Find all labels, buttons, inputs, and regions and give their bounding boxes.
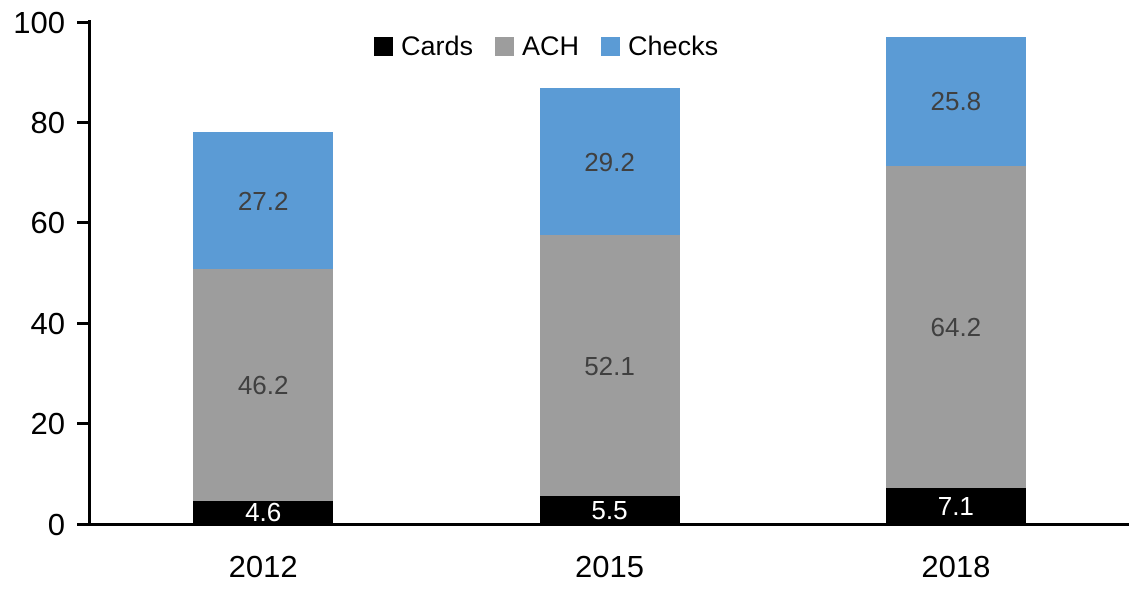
bar-value-label-ach-2018: 64.2	[930, 312, 982, 343]
bar-segment-cards-2012	[193, 500, 334, 524]
y-axis-line	[88, 20, 91, 526]
legend-swatch-ach	[495, 37, 515, 56]
x-category-label-2018: 2018	[921, 549, 991, 584]
legend-item-checks: Checks	[601, 33, 718, 60]
y-tick	[77, 120, 89, 124]
bar-value-label-ach-2012: 46.2	[237, 369, 289, 400]
bar-value-label-cards-2012: 4.6	[245, 497, 282, 528]
y-tick	[77, 221, 89, 225]
y-tick-label: 100	[13, 4, 65, 40]
y-tick-label: 80	[30, 104, 65, 140]
legend-swatch-checks	[601, 37, 621, 56]
bar-segment-ach-2015	[539, 234, 680, 497]
x-category-label-2015: 2015	[575, 549, 644, 584]
legend-swatch-cards	[374, 37, 393, 56]
y-tick-label: 20	[30, 406, 65, 442]
y-tick	[77, 321, 89, 325]
bar-segment-checks-2012	[193, 132, 334, 269]
y-tick	[77, 20, 89, 24]
bar-segment-ach-2018	[885, 166, 1026, 489]
y-tick-label: 0	[47, 506, 65, 542]
legend-item-ach: ACH	[495, 33, 579, 60]
chart-legend: Cards ACH Checks	[374, 33, 718, 60]
x-category-label-2012: 2012	[228, 549, 298, 584]
bar-value-label-ach-2015: 52.1	[584, 350, 635, 381]
bar-value-label-checks-2018: 25.8	[930, 86, 982, 117]
legend-item-cards: Cards	[374, 33, 473, 60]
bar-segment-cards-2018	[885, 488, 1026, 524]
y-tick-label: 40	[30, 305, 65, 341]
y-tick	[77, 422, 89, 426]
bar-value-label-checks-2012: 27.2	[237, 185, 289, 216]
legend-label-checks: Checks	[628, 31, 719, 61]
y-tick-label: 60	[30, 205, 65, 241]
bar-segment-ach-2012	[193, 268, 334, 501]
legend-label-ach: ACH	[522, 31, 580, 61]
bar-value-label-cards-2015: 5.5	[591, 495, 628, 526]
bar-segment-checks-2018	[885, 36, 1026, 167]
x-axis-line	[77, 523, 1129, 526]
legend-label-cards: Cards	[401, 31, 474, 61]
bar-segment-checks-2015	[539, 88, 680, 235]
bar-segment-cards-2015	[539, 496, 680, 524]
bar-value-label-cards-2018: 7.1	[937, 491, 974, 522]
bar-value-label-checks-2015: 29.2	[584, 146, 635, 177]
